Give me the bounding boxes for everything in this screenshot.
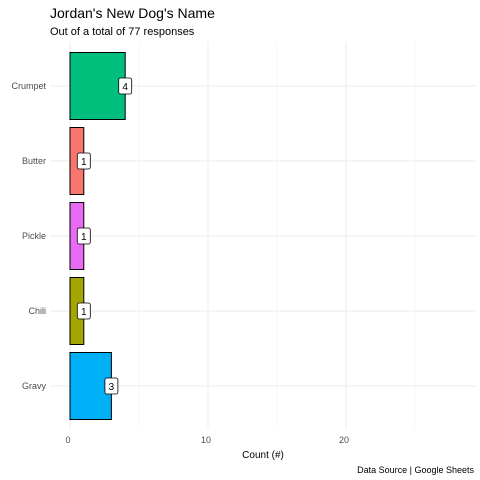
data-label-text: 1 [81, 307, 87, 318]
data-label: 3 [104, 377, 119, 395]
y-tick-label: Butter [22, 156, 46, 166]
data-labels: 4 1 1 1 3 [76, 77, 133, 395]
y-tick-label: Crumpet [11, 81, 46, 91]
data-label-text: 1 [81, 232, 87, 243]
data-label-box [76, 302, 91, 320]
data-label-text: 4 [122, 82, 128, 93]
data-label-box [118, 77, 133, 95]
data-label-box [76, 152, 91, 170]
x-axis-title: Count (#) [242, 450, 284, 461]
chart-caption: Data Source | Google Sheets [357, 465, 474, 475]
bars [69, 52, 126, 420]
bar-crumpet [69, 52, 126, 120]
data-label-text: 1 [81, 157, 87, 168]
chart-title: Jordan's New Dog's Name [50, 5, 215, 21]
y-tick-label: Chili [28, 306, 46, 316]
data-label: 4 [118, 77, 133, 95]
x-tick-label: 20 [339, 435, 349, 445]
data-label: 1 [76, 227, 91, 245]
data-label: 1 [76, 302, 91, 320]
x-tick-label: 0 [65, 435, 70, 445]
y-tick-label: Gravy [22, 381, 47, 391]
data-label-box [104, 377, 119, 395]
x-axis-labels: 0 10 20 [65, 435, 349, 445]
data-label-box [76, 227, 91, 245]
data-label-text: 3 [109, 382, 115, 393]
data-label: 1 [76, 152, 91, 170]
y-tick-label: Pickle [22, 231, 46, 241]
y-axis-labels: Crumpet Butter Pickle Chili Gravy [11, 81, 46, 391]
chart-subtitle: Out of a total of 77 responses [50, 26, 195, 38]
x-tick-label: 10 [201, 435, 211, 445]
